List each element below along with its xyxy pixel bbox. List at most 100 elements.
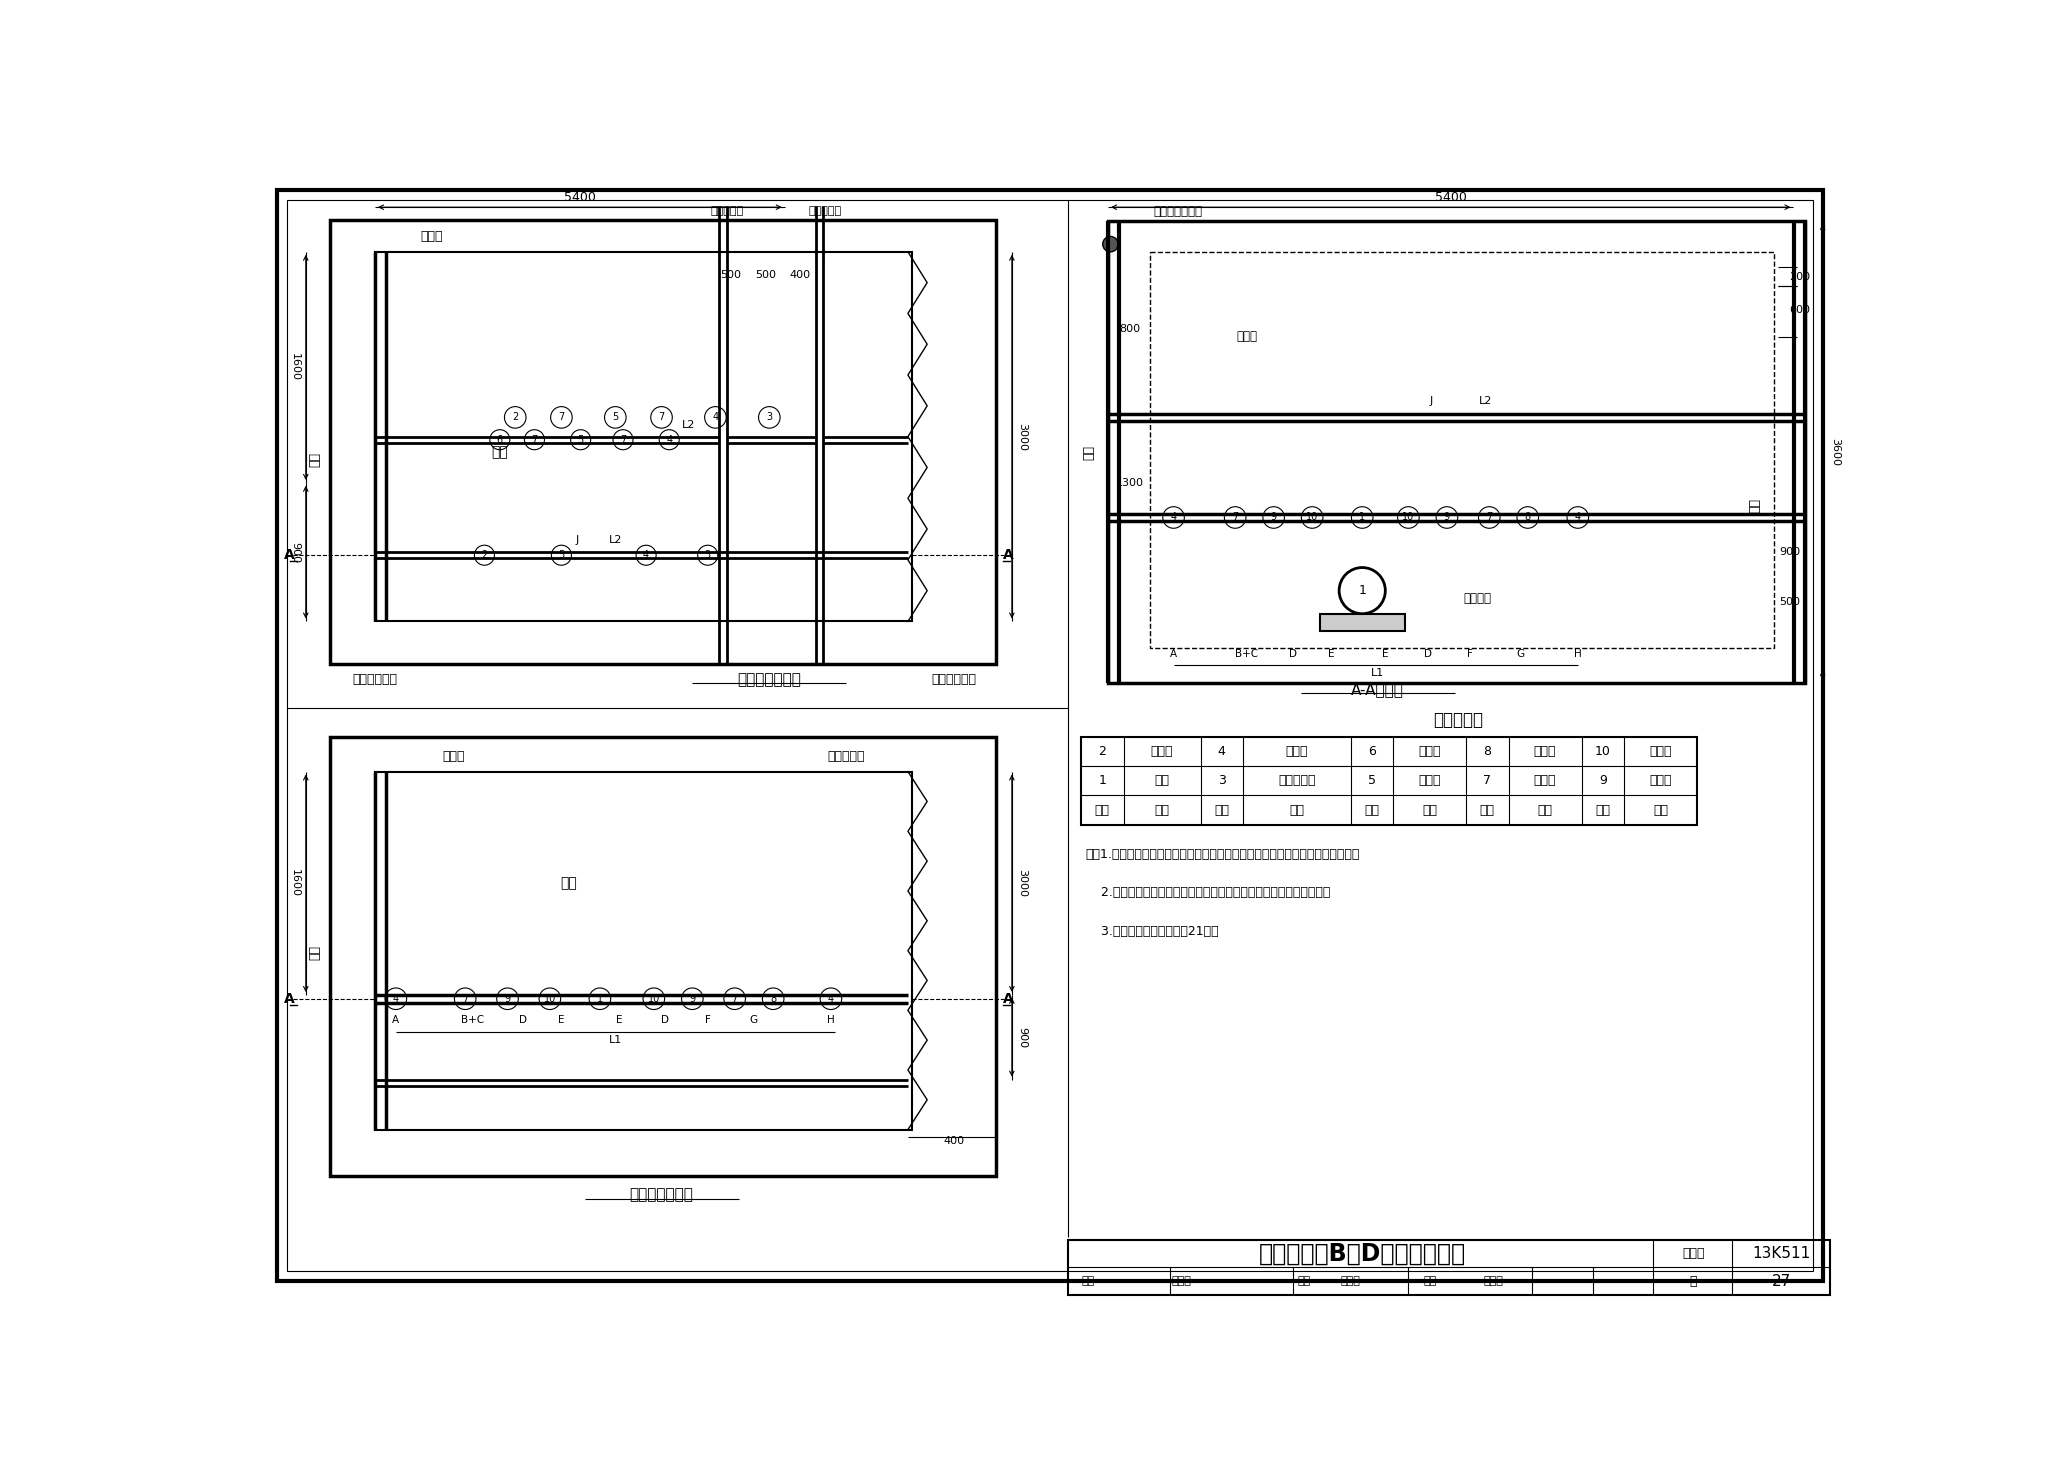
Text: 5400: 5400 [563, 191, 596, 204]
Text: 控制柜: 控制柜 [420, 230, 442, 243]
Circle shape [762, 988, 784, 1010]
Bar [330, 737, 997, 1176]
Text: 2: 2 [512, 412, 518, 423]
Bar [330, 220, 997, 664]
Text: A: A [1004, 992, 1014, 1005]
Text: 蓬永刚: 蓬永刚 [1341, 1276, 1360, 1287]
Text: 6: 6 [1368, 745, 1376, 758]
Text: 9: 9 [690, 994, 696, 1004]
Text: 200: 200 [1790, 272, 1810, 283]
Text: 400: 400 [944, 1136, 965, 1147]
Text: 名称: 名称 [1155, 804, 1169, 816]
Text: 5400: 5400 [1436, 191, 1466, 204]
Circle shape [723, 988, 745, 1010]
Text: 5: 5 [578, 434, 584, 444]
Circle shape [1102, 236, 1118, 252]
Text: 名称: 名称 [1290, 804, 1305, 816]
Circle shape [1397, 507, 1419, 529]
Text: 过滤器: 过滤器 [1419, 774, 1442, 787]
Text: D: D [662, 1014, 670, 1024]
Text: 7: 7 [731, 994, 737, 1004]
Text: F: F [705, 1014, 711, 1024]
Text: 设计: 设计 [1423, 1276, 1438, 1287]
Text: 7: 7 [1487, 513, 1493, 523]
Text: 4: 4 [827, 994, 834, 1004]
Text: 3000: 3000 [1018, 423, 1028, 450]
Text: 9: 9 [1270, 513, 1276, 523]
Text: H: H [827, 1014, 836, 1024]
Text: 10: 10 [1403, 513, 1415, 523]
Text: 8: 8 [1524, 513, 1530, 523]
Text: F: F [1466, 648, 1473, 659]
Text: 400: 400 [791, 270, 811, 280]
Text: 4: 4 [1219, 745, 1225, 758]
Text: A-A剖面图: A-A剖面图 [1352, 682, 1405, 696]
Text: 外墙: 外墙 [309, 946, 322, 960]
Text: E: E [1329, 648, 1335, 659]
Text: L2: L2 [1479, 396, 1493, 407]
Text: 名称对照表: 名称对照表 [1434, 711, 1483, 728]
Text: 水泵: 水泵 [1155, 774, 1169, 787]
Circle shape [455, 988, 475, 1010]
Text: 7: 7 [657, 412, 666, 423]
Text: 1: 1 [1098, 774, 1106, 787]
Circle shape [571, 430, 590, 450]
Text: D: D [518, 1014, 526, 1024]
Text: 9: 9 [1599, 774, 1608, 787]
Text: A: A [285, 548, 295, 562]
Circle shape [551, 545, 571, 565]
Text: 接用户回水管: 接用户回水管 [932, 673, 977, 686]
Text: 1300: 1300 [1116, 478, 1143, 488]
Text: 页: 页 [1690, 1275, 1698, 1288]
Text: 能量计: 能量计 [1151, 745, 1174, 758]
Text: 机房: 机房 [1749, 498, 1761, 513]
Text: 8: 8 [770, 994, 776, 1004]
Circle shape [1264, 507, 1284, 529]
Circle shape [659, 430, 680, 450]
Text: 校对: 校对 [1298, 1276, 1311, 1287]
Text: 3: 3 [705, 551, 711, 561]
Bar [375, 772, 911, 1129]
Text: 800: 800 [1118, 323, 1141, 334]
Text: L1: L1 [1370, 667, 1384, 678]
Text: 7: 7 [1233, 513, 1239, 523]
Circle shape [385, 988, 408, 1010]
Text: 10: 10 [647, 994, 659, 1004]
Text: 500: 500 [721, 270, 741, 280]
Circle shape [819, 988, 842, 1010]
Circle shape [1436, 507, 1458, 529]
Text: L2: L2 [608, 535, 623, 545]
Text: 软接头: 软接头 [1649, 774, 1671, 787]
Circle shape [489, 430, 510, 450]
Circle shape [1300, 507, 1323, 529]
Text: 1: 1 [1360, 513, 1366, 523]
Text: 1600: 1600 [291, 870, 299, 898]
Text: 1: 1 [1358, 584, 1366, 597]
Text: 600: 600 [1790, 305, 1810, 315]
Text: 温度计: 温度计 [1419, 745, 1442, 758]
Text: 管网供水管: 管网供水管 [711, 205, 743, 216]
Text: 控制柜: 控制柜 [442, 750, 465, 762]
Circle shape [637, 545, 655, 565]
Circle shape [604, 407, 627, 428]
Text: 注：1.水泵弹性接头可用橡胶软接头也可用金属软管连接。具体做法以设计为准。: 注：1.水泵弹性接头可用橡胶软接头也可用金属软管连接。具体做法以设计为准。 [1085, 848, 1360, 861]
Circle shape [612, 430, 633, 450]
Text: 10: 10 [1595, 745, 1612, 758]
Text: 900: 900 [1018, 1027, 1028, 1048]
Text: 隔振支架: 隔振支架 [1464, 592, 1491, 605]
Text: 3000: 3000 [1018, 870, 1028, 898]
Text: 2: 2 [481, 551, 487, 561]
Text: 控制柜: 控制柜 [1237, 331, 1257, 342]
Text: 3: 3 [1219, 774, 1225, 787]
Text: E: E [616, 1014, 623, 1024]
Text: 压力表: 压力表 [1534, 774, 1556, 787]
Text: 2.水泵与基础连接仅为示意，惰性块安装或隔振器减振以设计为准。: 2.水泵与基础连接仅为示意，惰性块安装或隔振器减振以设计为准。 [1085, 886, 1331, 899]
Text: 7: 7 [530, 434, 537, 444]
Circle shape [1567, 507, 1589, 529]
Circle shape [643, 988, 666, 1010]
Text: 1600: 1600 [291, 354, 299, 382]
Text: 1: 1 [596, 994, 602, 1004]
Text: 室外温度传感器: 室外温度传感器 [1153, 205, 1202, 219]
Text: G: G [750, 1014, 758, 1024]
Circle shape [590, 988, 610, 1010]
